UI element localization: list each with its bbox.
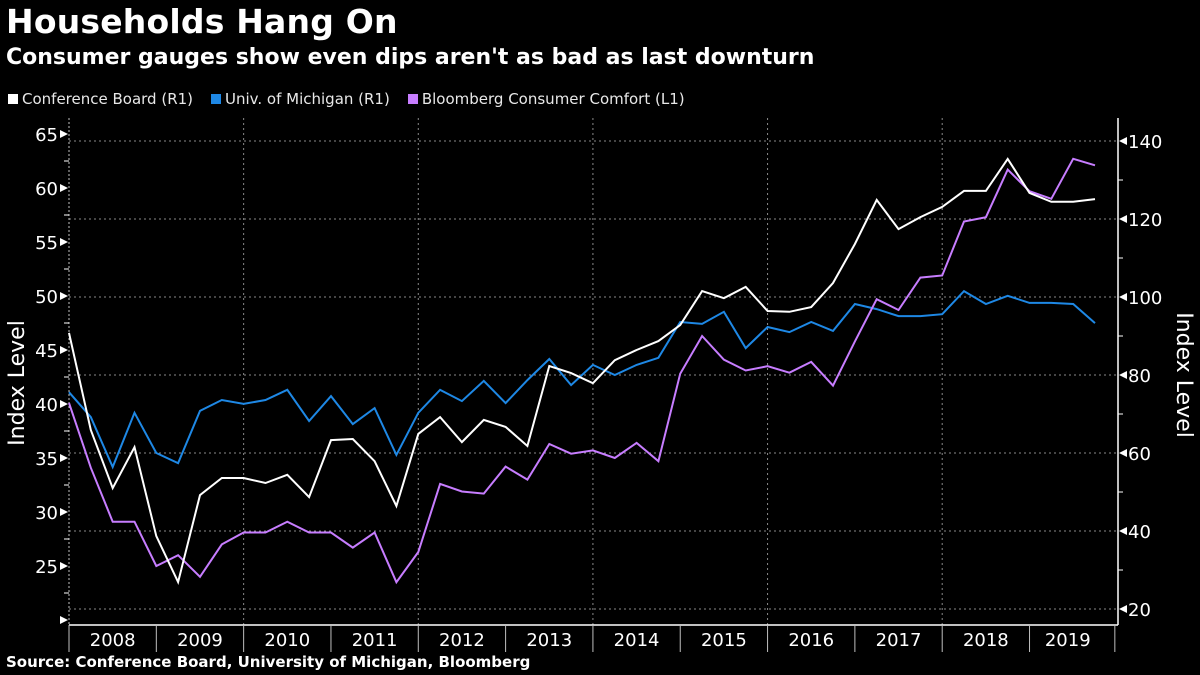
chart-subtitle: Consumer gauges show even dips aren't as… [6,45,815,70]
left-axis-tick-label: 35 [35,449,58,470]
left-axis-tick-marker [60,616,68,624]
source-note: Source: Conference Board, University of … [6,653,531,671]
x-axis-tick-label: 2009 [177,630,223,651]
right-axis: 20 40 60 80 100 120 140 [1117,118,1162,625]
left-axis-title: Index Level [5,320,30,446]
legend-swatch-bloomberg-comfort [407,94,418,104]
x-axis-tick-label: 2014 [614,630,660,651]
left-axis-tick-label: 30 [35,503,58,524]
x-axis-tick-label: 2018 [963,630,1009,651]
left-axis-tick-marker [60,292,68,300]
x-axis-tick-label: 2012 [439,630,485,651]
series-line-univ-michigan [68,289,1096,470]
x-axis-tick-label: 2015 [701,630,747,651]
x-axis-tick-label: 2019 [1045,630,1091,651]
right-axis-tick-label: 120 [1128,210,1162,231]
legend-item-conference-board: Conference Board (R1) [8,90,193,108]
left-axis: 25 30 35 40 45 50 55 60 65 [35,118,70,625]
chart-title: Households Hang On [6,2,398,41]
right-axis-tick-label: 80 [1128,366,1151,387]
right-axis-tick-marker [1119,527,1127,535]
legend: Conference Board (R1) Univ. of Michigan … [8,90,685,108]
legend-label-univ-michigan: Univ. of Michigan (R1) [225,90,390,108]
left-axis-tick-marker [60,184,68,192]
legend-item-bloomberg-comfort: Bloomberg Consumer Comfort (L1) [407,90,685,108]
right-axis-tick-label: 40 [1128,522,1151,543]
x-axis-tick-label: 2011 [352,630,398,651]
x-axis-tick-label: 2013 [526,630,572,651]
left-axis-tick-marker [60,562,68,570]
left-axis-tick-marker [60,454,68,462]
right-axis-tick-label: 140 [1128,132,1162,153]
left-axis-tick-label: 25 [35,557,58,578]
right-axis-tick-label: 100 [1128,288,1162,309]
left-axis-tick-marker [60,346,68,354]
left-axis-tick-marker [60,130,68,138]
right-axis-tick-label: 20 [1128,600,1151,621]
left-axis-tick-label: 40 [35,395,58,416]
legend-swatch-conference-board [8,94,18,104]
right-axis-title: Index Level [1171,312,1196,438]
right-axis-tick-marker [1119,293,1127,301]
x-axis-tick-label: 2010 [264,630,310,651]
legend-label-conference-board: Conference Board (R1) [22,90,194,108]
left-axis-tick-label: 65 [35,125,58,146]
x-axis-tick-label: 2017 [876,630,922,651]
series-lines [68,157,1096,586]
right-axis-tick-marker [1119,449,1127,457]
x-axis: 2008 2009 2010 2011 2012 2013 2014 2015 2016 2017… [68,624,1118,652]
left-axis-tick-marker [60,400,68,408]
legend-swatch-univ-michigan [211,94,222,104]
right-axis-tick-marker [1119,371,1127,379]
left-axis-tick-label: 60 [35,179,58,200]
x-axis-tick-label: 2008 [90,630,136,651]
series-line-conference-board [68,157,1096,586]
right-axis-tick-marker [1119,605,1127,613]
left-axis-tick-marker [60,508,68,516]
right-axis-tick-marker [1119,137,1127,145]
right-axis-tick-label: 60 [1128,444,1151,465]
left-axis-tick-label: 50 [35,287,58,308]
x-axis-tick-label: 2016 [788,630,834,651]
right-axis-tick-marker [1119,215,1127,223]
left-axis-tick-label: 45 [35,341,58,362]
series-line-bloomberg-comfort [68,157,1096,585]
left-axis-tick-label: 55 [35,233,58,254]
legend-label-bloomberg-comfort: Bloomberg Consumer Comfort (L1) [421,90,685,108]
left-axis-tick-marker [60,238,68,246]
legend-item-univ-michigan: Univ. of Michigan (R1) [211,90,390,108]
